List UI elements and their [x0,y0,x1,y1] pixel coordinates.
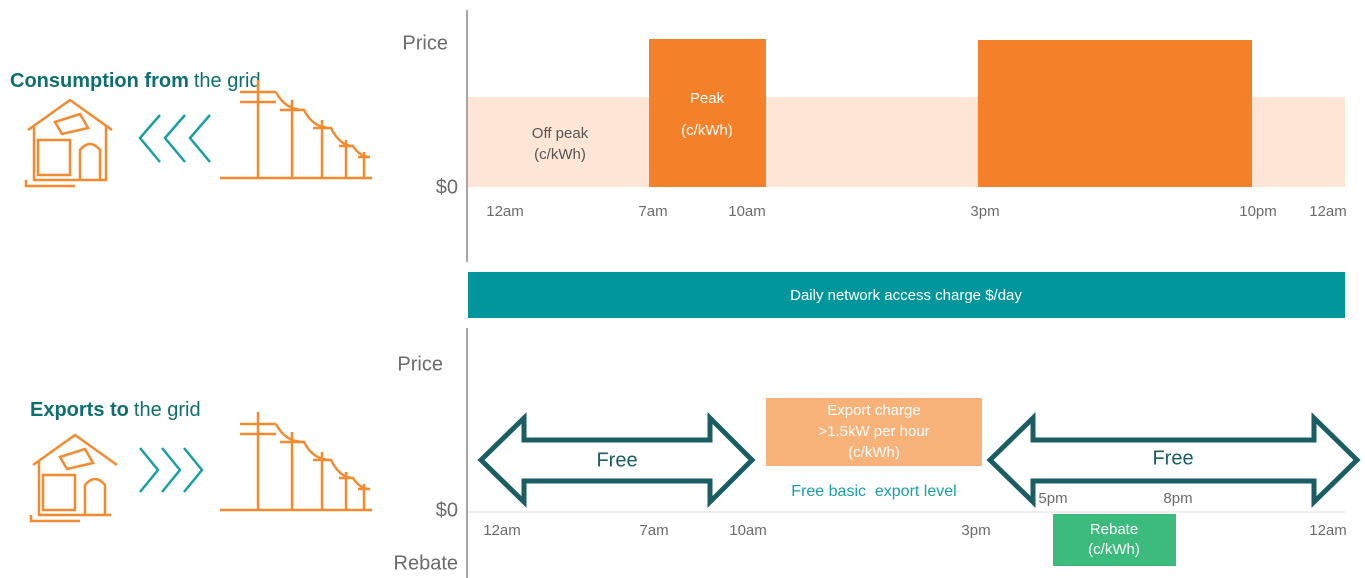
chevron [140,448,202,492]
off-peak-label: (c/kWh) [534,146,586,163]
body: Price $0 12am 7am 10am 3pm 10pm 12am Off… [0,0,1365,578]
heading-bold: Consumption from [10,70,189,92]
y-label: $0 [436,176,458,198]
time-label: 12am [1309,522,1347,539]
chevrons-left [140,115,210,162]
time-label: 7am [638,203,667,220]
export-charge-label: Export charge [827,402,920,419]
time-label: 10am [728,203,766,220]
rebate-time: 8pm [1163,490,1192,507]
time-label: 10pm [1239,203,1277,220]
heading-bold: Exports to [30,399,129,421]
time-label: 10am [729,522,767,539]
export-charge-label: (c/kWh) [848,444,900,461]
time-label: 3pm [970,203,999,220]
time-label: 12am [483,522,521,539]
free-label: Free [1152,447,1193,469]
off-peak-label: Off peak [532,125,589,142]
pole-lines [220,80,372,178]
peak-label: (c/kWh) [681,122,733,139]
rebate-time: 5pm [1038,490,1067,507]
time-label: 12am [486,203,524,220]
y-label: Price [397,353,443,375]
time-label: 7am [639,522,668,539]
rebate-label: Rebate [1090,521,1138,538]
house-icon [26,100,112,186]
pole-lines [220,412,372,510]
free-label: Free [596,449,637,471]
peak-block [649,39,766,187]
peak-label: Peak [690,90,725,107]
time-label: 3pm [961,522,990,539]
house-outline [26,100,112,186]
solar-panel [55,114,88,134]
solar-panel [60,449,93,469]
y-label: Rebate [394,552,459,574]
peak-block [978,40,1252,187]
heading-rest: the grid [194,70,261,92]
page: {"consumption": {"heading_bold": "Consum… [0,0,1365,578]
power-poles-icon [220,80,372,178]
rebate-label: (c/kWh) [1088,541,1140,558]
house-icon [31,435,117,521]
power-poles-icon [220,412,372,510]
free-basic-label: Free basic export level [791,483,956,500]
y-label: $0 [436,499,458,521]
band-label: Daily network access charge $/day [790,287,1022,304]
export-charge-label: >1.5kW per hour [818,423,929,440]
chevrons-right [140,448,202,492]
house-outline [31,435,117,521]
chevron [140,115,210,162]
diagram: Price $0 12am 7am 10am 3pm 10pm 12am Off… [0,0,1365,578]
y-label: Price [402,32,448,54]
heading-rest: the grid [134,399,201,421]
time-label: 12am [1309,203,1347,220]
